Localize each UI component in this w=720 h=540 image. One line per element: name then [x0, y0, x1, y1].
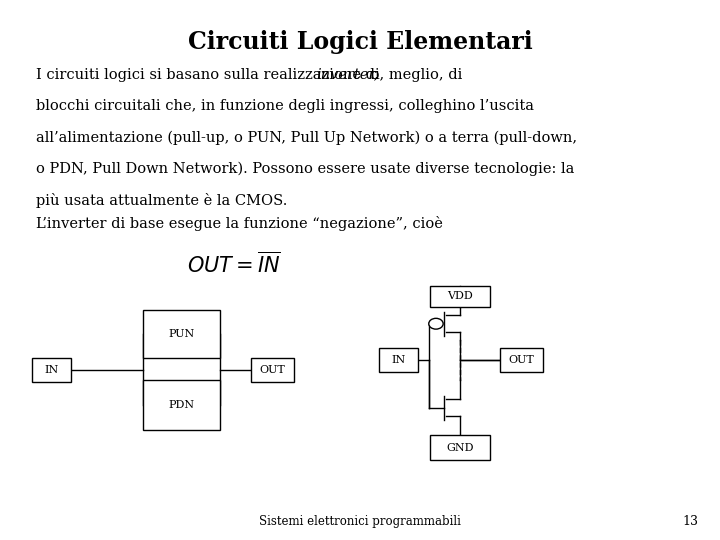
- Text: più usata attualmente è la CMOS.: più usata attualmente è la CMOS.: [36, 193, 287, 208]
- Bar: [379, 348, 418, 372]
- Text: IN: IN: [44, 365, 58, 375]
- Text: OUT: OUT: [259, 365, 285, 375]
- Text: Sistemi elettronici programmabili: Sistemi elettronici programmabili: [259, 515, 461, 528]
- Bar: [143, 310, 220, 358]
- Circle shape: [428, 319, 443, 329]
- Text: GND: GND: [446, 443, 474, 453]
- Text: all’alimentazione (pull-up, o PUN, Pull Up Network) o a terra (pull-down,: all’alimentazione (pull-up, o PUN, Pull …: [36, 130, 577, 145]
- Text: OUT: OUT: [508, 355, 534, 365]
- Text: Circuiti Logici Elementari: Circuiti Logici Elementari: [188, 30, 532, 53]
- Text: IN: IN: [392, 355, 405, 365]
- Bar: [500, 348, 543, 372]
- Text: inverter,: inverter,: [317, 68, 379, 82]
- Text: 13: 13: [683, 515, 698, 528]
- Bar: [430, 435, 490, 460]
- Bar: [143, 380, 220, 430]
- Text: blocchi circuitali che, in funzione degli ingressi, colleghino l’uscita: blocchi circuitali che, in funzione degl…: [36, 99, 534, 113]
- Text: PUN: PUN: [168, 329, 194, 339]
- Text: I circuiti logici si basano sulla realizzazione di: I circuiti logici si basano sulla realiz…: [36, 68, 384, 82]
- Bar: [430, 286, 490, 307]
- Text: VDD: VDD: [447, 292, 472, 301]
- Text: o, meglio, di: o, meglio, di: [366, 68, 462, 82]
- Text: $\mathit{OUT} = \overline{\mathit{IN}}$: $\mathit{OUT} = \overline{\mathit{IN}}$: [187, 251, 281, 276]
- Text: L’inverter di base esegue la funzione “negazione”, cioè: L’inverter di base esegue la funzione “n…: [36, 216, 443, 231]
- Text: o PDN, Pull Down Network). Possono essere usate diverse tecnologie: la: o PDN, Pull Down Network). Possono esser…: [36, 161, 575, 176]
- Bar: [251, 358, 294, 382]
- Text: PDN: PDN: [168, 400, 194, 410]
- Bar: [32, 358, 71, 382]
